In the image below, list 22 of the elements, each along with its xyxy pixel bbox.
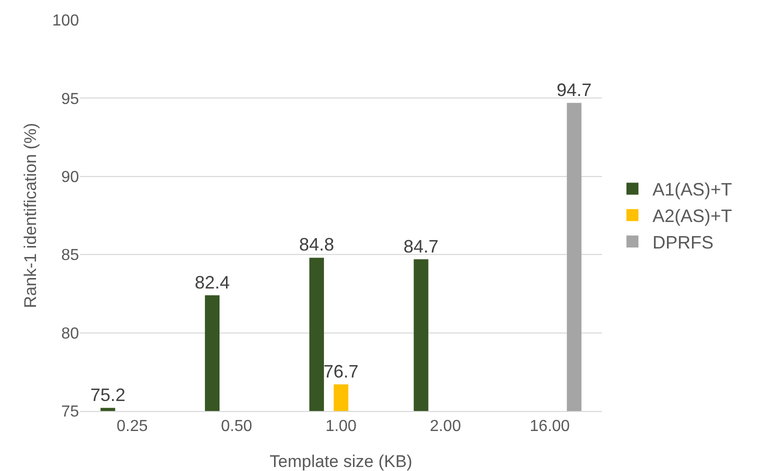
data-label: 94.7 [556, 80, 592, 100]
legend-label: DPRFS [652, 232, 714, 253]
legend-label: A1(AS)+T [652, 180, 732, 200]
x-axis-title: Template size (KB) [270, 452, 412, 471]
y-tick-label: 75 [61, 404, 80, 421]
x-tick-label: 2.00 [430, 418, 462, 436]
data-label: 82.4 [194, 272, 230, 292]
data-label: 75.2 [90, 384, 126, 405]
y-tick-label: 90 [61, 169, 80, 186]
data-label: 84.8 [299, 234, 334, 255]
y-tick-label: 95 [61, 90, 80, 108]
x-tick-label: 16.00 [530, 418, 570, 436]
y-tick-label: 80 [61, 325, 80, 342]
legend-label: A2(AS)+T [652, 206, 732, 226]
x-tick-label: 0.50 [221, 418, 252, 436]
x-tick-label: 0.25 [116, 418, 148, 436]
data-label: 84.7 [404, 236, 439, 256]
y-tick-label: 100 [52, 12, 80, 30]
y-tick-label: 85 [61, 247, 80, 264]
x-tick-label: 1.00 [325, 418, 357, 436]
y-axis-title: Rank-1 identification (%) [21, 122, 40, 308]
data-label: 76.7 [323, 361, 359, 382]
